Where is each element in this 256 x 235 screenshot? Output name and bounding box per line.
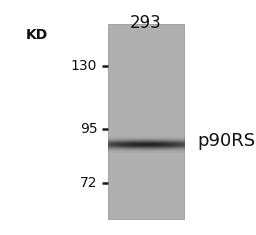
Text: p90RSK: p90RSK (197, 132, 256, 150)
Text: 130: 130 (71, 59, 97, 73)
Text: 72: 72 (80, 176, 97, 190)
Bar (108, 24, 184, 219)
Text: KD: KD (26, 28, 48, 42)
Text: 95: 95 (80, 122, 97, 136)
Text: 293: 293 (130, 14, 162, 32)
